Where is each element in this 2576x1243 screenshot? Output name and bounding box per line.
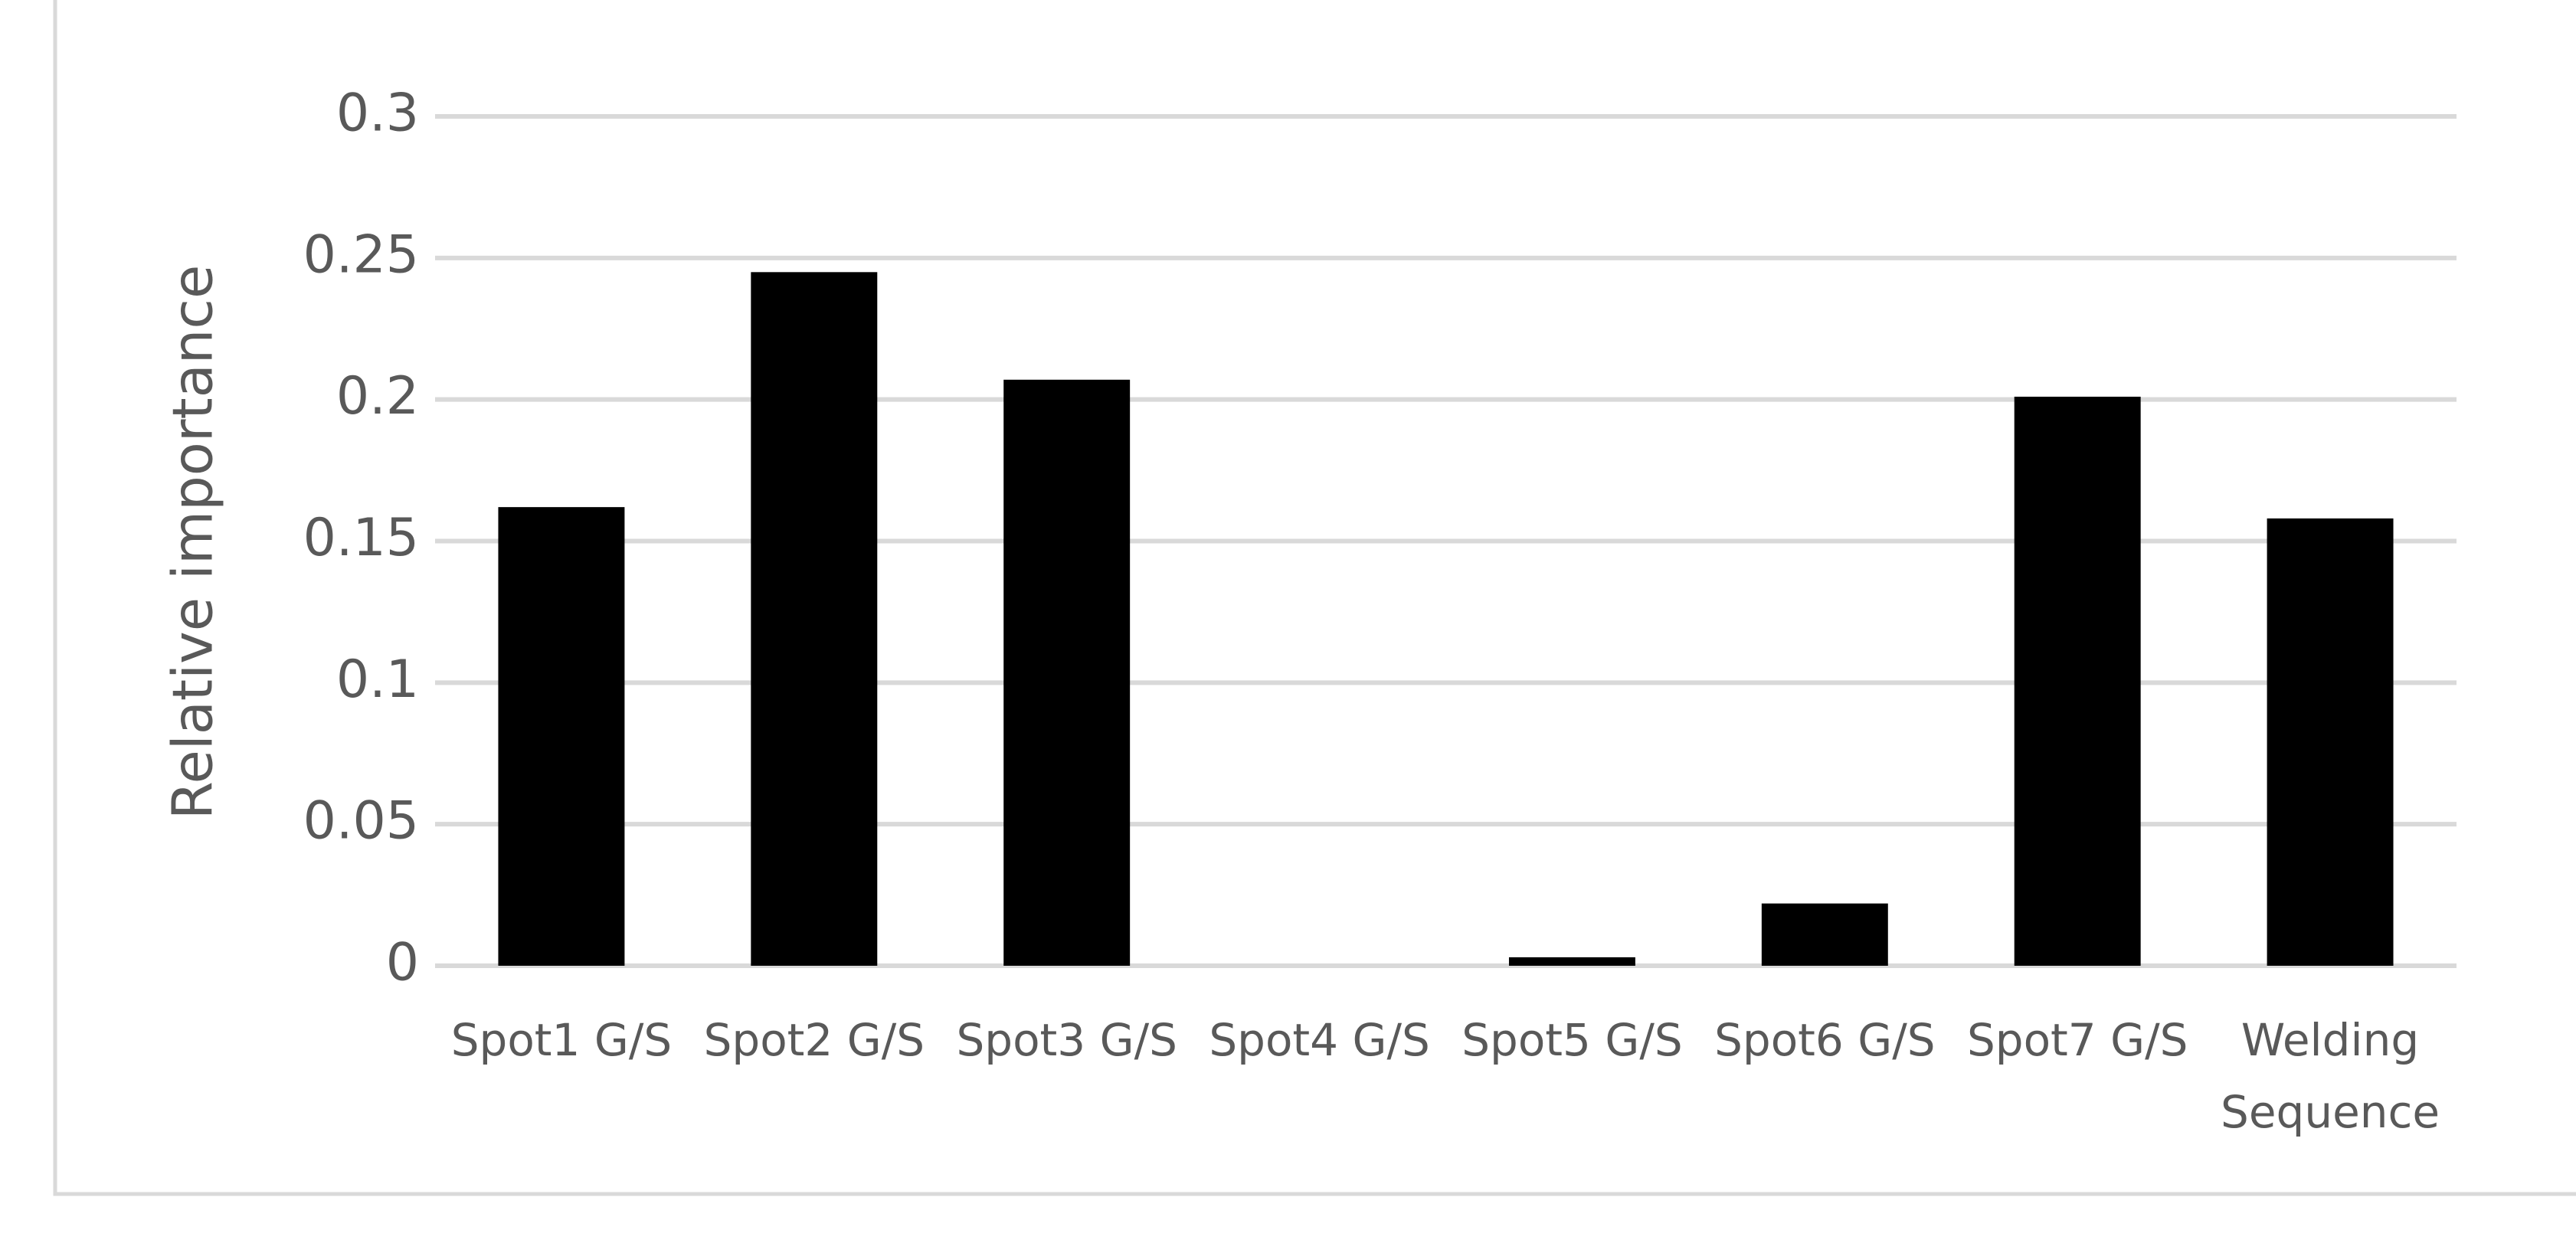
x-tick-label: Spot3 G/S [956,1014,1177,1066]
bar [2014,396,2141,966]
bar [1508,957,1635,966]
y-tick-label: 0.1 [336,649,419,710]
bar [751,272,878,967]
y-axis-title: Relative importance [161,265,225,820]
x-tick-label: Spot4 G/S [1209,1014,1430,1066]
bar [1761,903,1888,966]
x-tick-label: Spot5 G/S [1461,1014,1683,1066]
y-tick-label: 0 [386,933,419,993]
bar [498,507,625,966]
bar [1003,379,1131,966]
x-tick-label: Welding Sequence [2221,1014,2440,1138]
bar [2267,518,2394,966]
y-tick-label: 0.15 [303,508,419,568]
chart-frame [53,0,2576,1196]
x-tick-label: Spot2 G/S [703,1014,925,1066]
y-tick-label: 0.05 [303,791,419,852]
x-tick-label: Spot7 G/S [1966,1014,2188,1066]
x-tick-label: Spot1 G/S [450,1014,673,1066]
y-tick-label: 0.3 [336,83,419,144]
y-tick-label: 0.2 [336,366,419,427]
y-tick-label: 0.25 [303,224,419,285]
x-tick-label: Spot6 G/S [1714,1014,1936,1066]
